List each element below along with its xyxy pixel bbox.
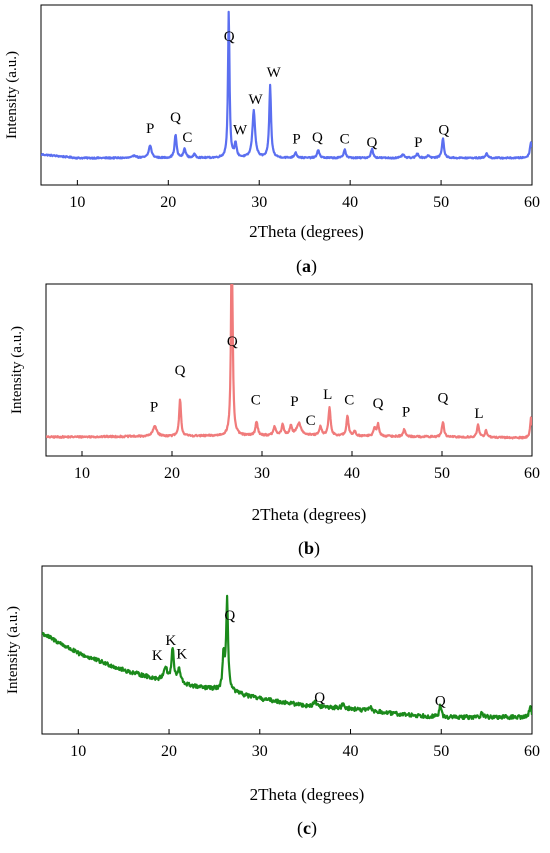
panel-paren: (	[297, 818, 303, 839]
peak-annotation: Q	[314, 690, 325, 706]
xrd-pattern-line	[42, 594, 532, 721]
peak-annotation: Q	[312, 130, 323, 146]
peak-annotation: P	[146, 121, 154, 137]
x-tick-label: 40	[342, 194, 358, 211]
peak-annotation: L	[323, 387, 332, 403]
panel-paren: )	[311, 256, 317, 277]
peak-annotation: Q	[224, 29, 235, 45]
plot-frame	[45, 283, 533, 457]
peak-annotation: L	[474, 406, 483, 422]
xrd-pattern-line	[46, 284, 532, 440]
x-tick-label: 60	[524, 465, 540, 482]
x-axis-label: 2Theta (degrees)	[250, 785, 365, 804]
peak-annotation: Q	[373, 396, 384, 412]
peak-annotation: K	[165, 633, 176, 649]
x-tick-label: 20	[164, 465, 180, 482]
peak-annotation: C	[340, 132, 350, 148]
peak-annotation: Q	[435, 693, 446, 709]
x-tick-label: 40	[343, 743, 359, 760]
panel-c: 10 20 30 40 50 60 Intensity (a.u.) 2Theta (degr…	[5, 565, 540, 839]
panel-paren: )	[311, 818, 317, 839]
plot-frame	[41, 565, 533, 735]
panel-b: 10 20 30 40 50 60 Intensity (a.u.) 2Theta (degr…	[9, 283, 540, 559]
peak-annotation: K	[176, 646, 187, 662]
peak-annotation: C	[182, 130, 192, 146]
peak-annotation: Q	[170, 110, 181, 126]
peak-annotation: Q	[438, 123, 449, 139]
peak-annotation: W	[267, 65, 282, 81]
panel-letter: c	[303, 818, 311, 838]
peak-annotation: Q	[224, 608, 235, 624]
x-tick-label: 50	[433, 194, 449, 211]
x-tick-label: 50	[433, 743, 449, 760]
panel-paren: (	[296, 256, 302, 277]
panel-paren: )	[314, 538, 320, 559]
peak-annotation: Q	[437, 391, 448, 407]
x-tick-label: 10	[74, 465, 90, 482]
x-tick-label: 40	[344, 465, 360, 482]
panel-paren: (	[298, 538, 304, 559]
peak-annotation: P	[150, 399, 158, 415]
plot-frame	[40, 4, 533, 186]
peak-annotation: C	[344, 392, 354, 408]
peak-annotation: Q	[227, 334, 238, 350]
peak-annotation: W	[233, 123, 248, 139]
x-tick-label: 20	[161, 743, 177, 760]
panel-a: 10 20 30 40 50 60 Intensity (a.u.) 2Theta (degr…	[4, 4, 540, 277]
x-tick-label: 30	[251, 194, 267, 211]
panel-letter: a	[302, 256, 311, 276]
x-tick-label: 20	[160, 194, 176, 211]
x-axis-label: 2Theta (degrees)	[252, 505, 367, 524]
x-tick-label: 60	[524, 194, 540, 211]
peak-annotation: C	[306, 413, 316, 429]
panel-letter: b	[304, 538, 314, 558]
peak-annotation: K	[152, 648, 163, 664]
x-tick-label: 50	[434, 465, 450, 482]
xrd-pattern-line	[41, 10, 532, 160]
x-tick-label: 60	[524, 743, 540, 760]
peak-annotation: W	[248, 92, 263, 108]
x-tick-label: 30	[252, 743, 268, 760]
x-tick-label: 10	[70, 743, 86, 760]
peak-annotation: C	[251, 392, 261, 408]
y-axis-label: Intensity (a.u.)	[5, 606, 21, 694]
peak-annotation: P	[290, 394, 298, 410]
peak-annotation: P	[292, 132, 300, 148]
x-tick-label: 30	[254, 465, 270, 482]
panel-label: (c)	[297, 818, 317, 839]
panel-label: (b)	[298, 538, 320, 559]
peak-annotation: P	[402, 404, 410, 420]
y-axis-label: Intensity (a.u.)	[4, 51, 20, 139]
peak-annotation: P	[414, 135, 422, 151]
x-axis-label: 2Theta (degrees)	[249, 222, 364, 241]
y-axis-label: Intensity (a.u.)	[9, 326, 25, 414]
panel-label: (a)	[296, 256, 317, 277]
x-tick-label: 10	[69, 194, 85, 211]
peak-annotation: Q	[367, 135, 378, 151]
peak-annotation: Q	[175, 363, 186, 379]
